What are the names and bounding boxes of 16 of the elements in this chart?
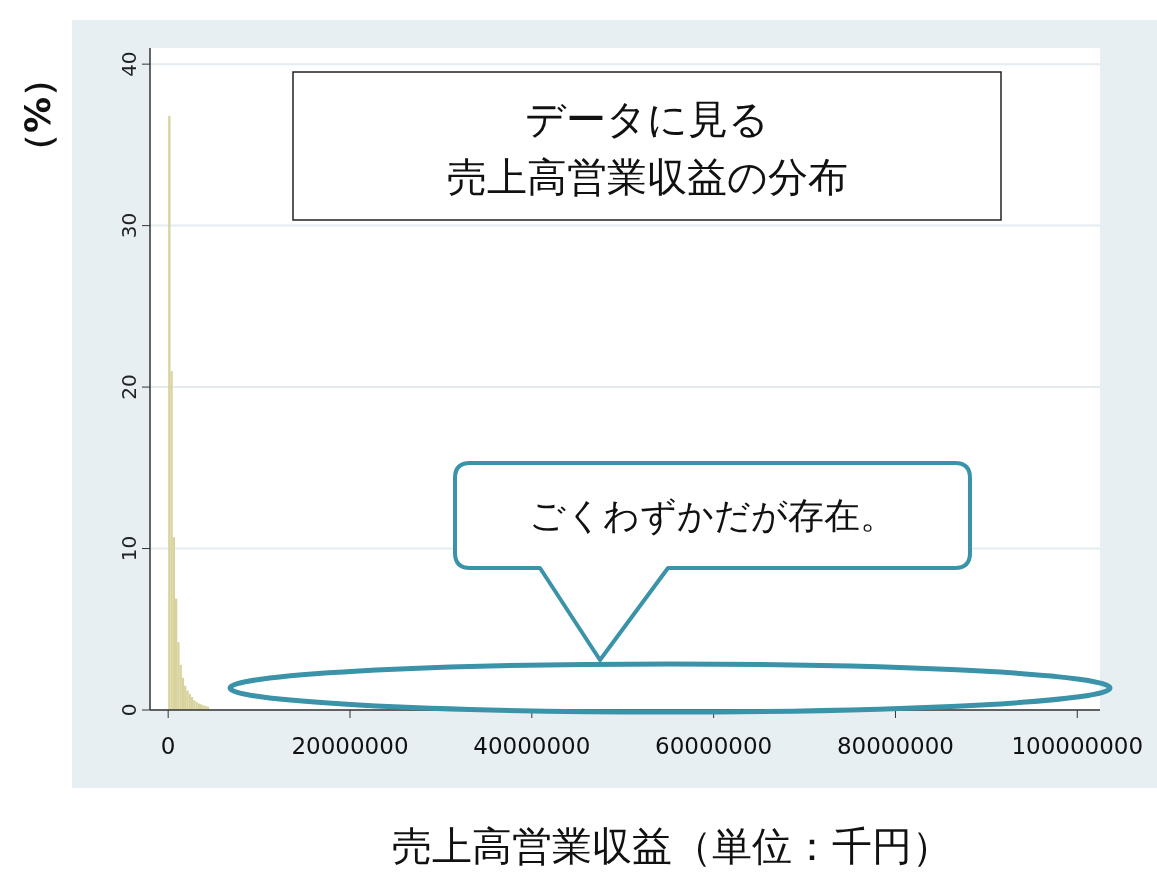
y-axis-title: （%） xyxy=(17,60,58,170)
x-tick-label: 0 xyxy=(160,733,176,759)
y-tick-label: 20 xyxy=(117,374,141,400)
annotation: ごくわずかだが存在。 xyxy=(528,495,896,536)
x-tick-label: 60000000 xyxy=(655,733,773,759)
x-axis-title: 売上高営業収益（単位：千円） xyxy=(392,823,952,869)
x-tick-label: 40000000 xyxy=(473,733,591,759)
y-tick-label: 40 xyxy=(117,51,141,77)
text: データに見る xyxy=(525,96,769,142)
y-tick-label: 30 xyxy=(117,212,141,239)
text: 売上高営業収益の分布 xyxy=(446,154,848,200)
y-tick-label: 10 xyxy=(117,535,141,562)
y-tick-label: 0 xyxy=(117,703,141,717)
x-tick-label: 80000000 xyxy=(836,733,954,759)
x-tick-label: 100000000 xyxy=(1011,733,1144,759)
x-tick-label: 20000000 xyxy=(291,733,409,759)
